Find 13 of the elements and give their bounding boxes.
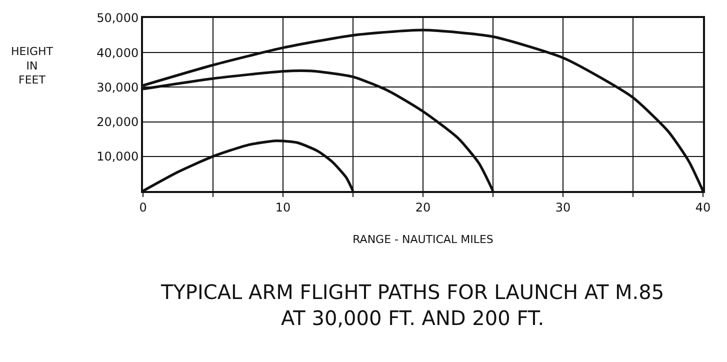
x-axis-title: RANGE - NAUTICAL MILES — [352, 233, 494, 246]
x-tick-label: 20 — [415, 200, 431, 214]
y-tick-label: 50,000 — [96, 11, 139, 26]
x-tick-label: 30 — [555, 200, 571, 214]
y-tick-label: 10,000 — [96, 150, 139, 164]
x-tick-label: 0 — [139, 200, 147, 214]
x-tick-label: 10 — [275, 200, 291, 214]
y-tick-label: 40,000 — [96, 46, 139, 60]
y-axis-title: HEIGHT IN FEET — [11, 45, 54, 87]
text: TYPICAL ARM FLIGHT PATHS FOR LAUNCH AT M.85 AT 30,000 FT. AND 200 FT. — [160, 280, 664, 330]
y-tick-label: 30,000 — [96, 80, 139, 94]
y-tick-label: 20,000 — [96, 115, 139, 129]
x-tick-label: 40 — [695, 200, 711, 214]
